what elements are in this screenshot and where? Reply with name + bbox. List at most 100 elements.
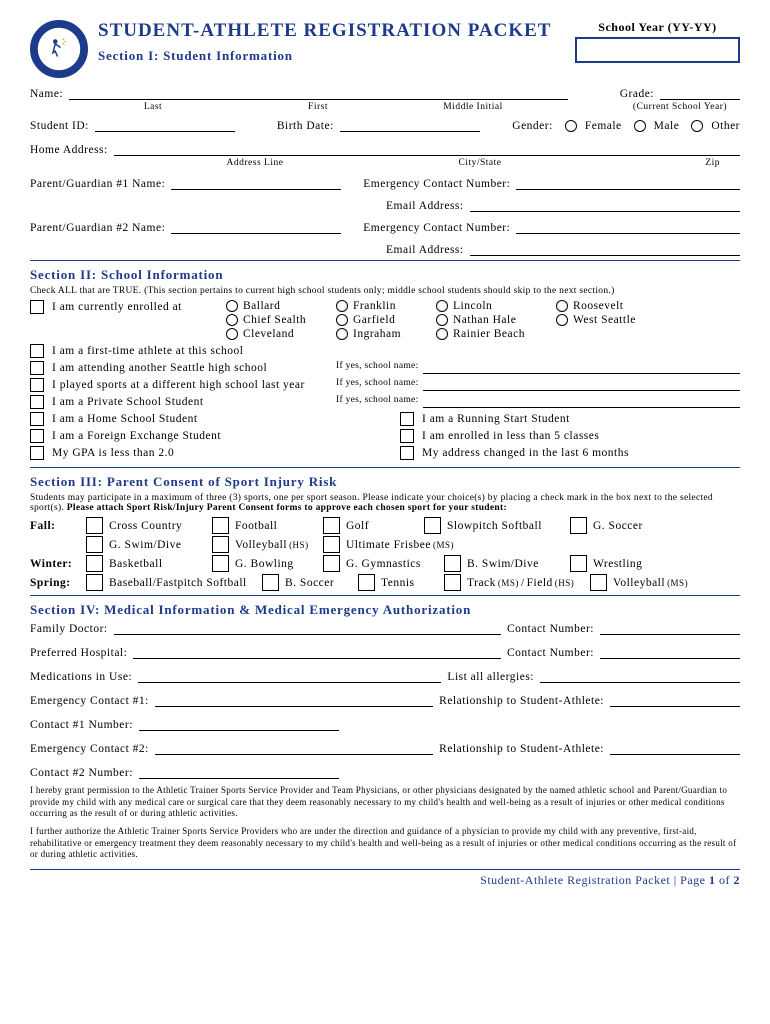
school-name: Chief Sealth bbox=[243, 314, 306, 326]
c3-label: I played sports at a different high scho… bbox=[52, 379, 332, 391]
last-sublabel: Last bbox=[78, 102, 228, 112]
ec2-input[interactable] bbox=[155, 741, 433, 755]
sport-name: Golf bbox=[346, 520, 369, 532]
school-radio[interactable] bbox=[436, 328, 448, 340]
hospital-input[interactable] bbox=[133, 645, 501, 659]
sport-checkbox[interactable] bbox=[570, 555, 587, 572]
addr-input[interactable] bbox=[114, 142, 740, 156]
page-title: STUDENT-ATHLETE REGISTRATION PACKET bbox=[98, 20, 565, 42]
school-name: Franklin bbox=[353, 300, 396, 312]
school-radio[interactable] bbox=[226, 328, 238, 340]
hospital-contact-input[interactable] bbox=[600, 645, 740, 659]
ec1-input[interactable] bbox=[155, 693, 433, 707]
ecn1-input[interactable] bbox=[516, 176, 740, 190]
hospital-label: Preferred Hospital: bbox=[30, 647, 127, 659]
sport-checkbox[interactable] bbox=[590, 574, 607, 591]
spring-label: Spring: bbox=[30, 577, 80, 589]
sport-checkbox[interactable] bbox=[86, 517, 103, 534]
ifyes-label: If yes, school name: bbox=[336, 395, 419, 405]
sport-checkbox[interactable] bbox=[212, 536, 229, 553]
c2-input[interactable] bbox=[423, 362, 740, 374]
school-name: Garfield bbox=[353, 314, 395, 326]
c9-checkbox[interactable] bbox=[400, 429, 414, 443]
grade-input[interactable] bbox=[660, 86, 740, 100]
sport-checkbox[interactable] bbox=[262, 574, 279, 591]
sport-name: Cross Country bbox=[109, 520, 182, 532]
doctor-input[interactable] bbox=[114, 621, 501, 635]
school-radio[interactable] bbox=[226, 314, 238, 326]
pg1-input[interactable] bbox=[171, 176, 341, 190]
contact-label: Contact Number: bbox=[507, 647, 594, 659]
bdate-label: Birth Date: bbox=[277, 120, 334, 132]
sport-name: Slowpitch Softball bbox=[447, 520, 542, 532]
enrolled-checkbox[interactable] bbox=[30, 300, 44, 314]
sport-checkbox[interactable] bbox=[323, 536, 340, 553]
sport-checkbox[interactable] bbox=[212, 555, 229, 572]
c1n-input[interactable] bbox=[139, 717, 339, 731]
first-sublabel: First bbox=[228, 102, 408, 112]
male-radio[interactable] bbox=[634, 120, 646, 132]
email1-input[interactable] bbox=[470, 198, 740, 212]
c6-label: I am a Foreign Exchange Student bbox=[52, 430, 221, 442]
fine-print-2: I further authorize the Athletic Trainer… bbox=[30, 826, 740, 861]
other-radio[interactable] bbox=[691, 120, 703, 132]
sport-checkbox[interactable] bbox=[323, 555, 340, 572]
sid-input[interactable] bbox=[95, 118, 235, 132]
email2-input[interactable] bbox=[470, 242, 740, 256]
school-radio[interactable] bbox=[436, 300, 448, 312]
section3-title: Section III: Parent Consent of Sport Inj… bbox=[30, 474, 740, 490]
school-radio[interactable] bbox=[336, 300, 348, 312]
sport-checkbox[interactable] bbox=[570, 517, 587, 534]
c4-input[interactable] bbox=[423, 396, 740, 408]
school-year-input[interactable] bbox=[575, 37, 740, 63]
sport-checkbox[interactable] bbox=[444, 555, 461, 572]
c2-checkbox[interactable] bbox=[30, 361, 44, 375]
sid-label: Student ID: bbox=[30, 120, 89, 132]
c9-label: I am enrolled in less than 5 classes bbox=[422, 430, 599, 442]
ecn2-input[interactable] bbox=[516, 220, 740, 234]
sport-checkbox[interactable] bbox=[212, 517, 229, 534]
school-radio[interactable] bbox=[336, 328, 348, 340]
pg2-input[interactable] bbox=[171, 220, 341, 234]
c1-checkbox[interactable] bbox=[30, 344, 44, 358]
school-radio[interactable] bbox=[336, 314, 348, 326]
female-radio[interactable] bbox=[565, 120, 577, 132]
allergies-input[interactable] bbox=[540, 669, 740, 683]
c3-checkbox[interactable] bbox=[30, 378, 44, 392]
doctor-contact-input[interactable] bbox=[600, 621, 740, 635]
c2n-input[interactable] bbox=[139, 765, 339, 779]
email1-label: Email Address: bbox=[386, 200, 464, 212]
meds-label: Medications in Use: bbox=[30, 671, 132, 683]
sport-name: G. Bowling bbox=[235, 558, 294, 570]
sport-checkbox[interactable] bbox=[86, 574, 103, 591]
c10-checkbox[interactable] bbox=[400, 446, 414, 460]
sport-checkbox[interactable] bbox=[86, 555, 103, 572]
c7-checkbox[interactable] bbox=[30, 446, 44, 460]
school-radio[interactable] bbox=[556, 314, 568, 326]
athletic-logo-icon bbox=[44, 34, 74, 64]
c5-label: I am a Home School Student bbox=[52, 413, 198, 425]
rel2-label: Relationship to Student-Athlete: bbox=[439, 743, 604, 755]
c5-checkbox[interactable] bbox=[30, 412, 44, 426]
contact-label: Contact Number: bbox=[507, 623, 594, 635]
school-radio[interactable] bbox=[436, 314, 448, 326]
bdate-input[interactable] bbox=[340, 118, 480, 132]
sport-checkbox[interactable] bbox=[444, 574, 461, 591]
sport-checkbox[interactable] bbox=[323, 517, 340, 534]
name-input[interactable] bbox=[69, 86, 568, 100]
sport-checkbox[interactable] bbox=[358, 574, 375, 591]
sport-checkbox[interactable] bbox=[424, 517, 441, 534]
rel2-input[interactable] bbox=[610, 741, 740, 755]
meds-input[interactable] bbox=[138, 669, 441, 683]
grade-label: Grade: bbox=[620, 88, 654, 100]
winter-label: Winter: bbox=[30, 558, 80, 570]
school-radio[interactable] bbox=[556, 300, 568, 312]
sport-name: Wrestling bbox=[593, 558, 642, 570]
c6-checkbox[interactable] bbox=[30, 429, 44, 443]
sport-checkbox[interactable] bbox=[86, 536, 103, 553]
school-radio[interactable] bbox=[226, 300, 238, 312]
c8-checkbox[interactable] bbox=[400, 412, 414, 426]
rel1-input[interactable] bbox=[610, 693, 740, 707]
c4-checkbox[interactable] bbox=[30, 395, 44, 409]
c3-input[interactable] bbox=[423, 379, 740, 391]
